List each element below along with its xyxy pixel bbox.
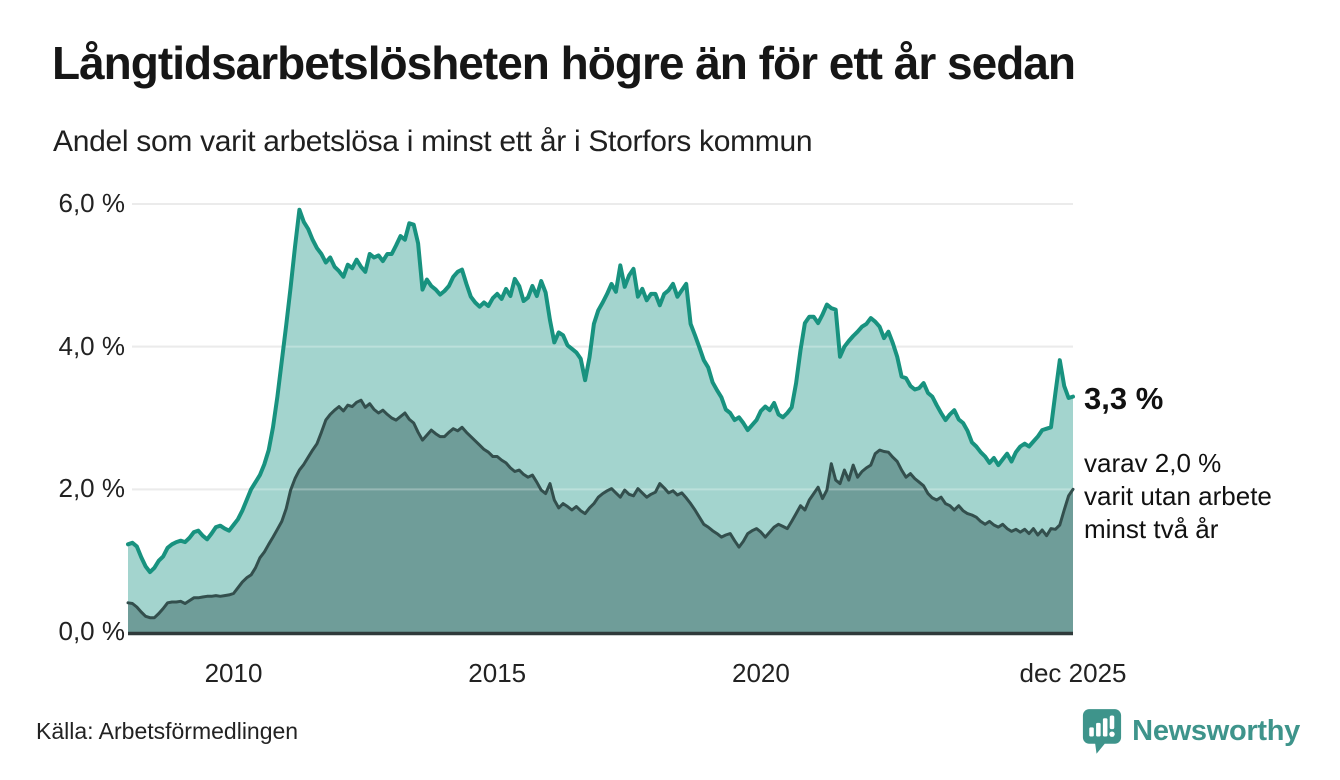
chart-lines — [126, 207, 1075, 620]
x-tick-2015: 2015 — [468, 658, 527, 688]
page-title: Långtidsarbetslösheten högre än för ett … — [52, 37, 1076, 89]
page-subtitle: Andel som varit arbetslösa i minst ett å… — [53, 125, 813, 158]
y-tick-0: 0,0 % — [58, 616, 126, 646]
brand-name: Newsworthy — [1132, 714, 1300, 747]
latest-total-value-label: 3,3 % — [1084, 381, 1164, 416]
subset-note-line-2: varit utan arbete — [1084, 481, 1272, 511]
y-tick-4: 4,0 % — [58, 330, 126, 361]
newsworthy-logo: Newsworthy — [1082, 706, 1300, 756]
gridlines-overlay — [132, 203, 1073, 491]
y-tick-6: 6,0 % — [58, 188, 126, 219]
chart-areas — [128, 209, 1073, 632]
x-tick-dec-2025: dec 2025 — [1019, 658, 1127, 688]
y-tick-2: 2,0 % — [58, 473, 126, 504]
x-tick-2020: 2020 — [732, 658, 790, 688]
x-tick-2010: 2010 — [204, 658, 263, 688]
subset-note-line-3: minst två år — [1084, 514, 1219, 544]
two-year-subset-note: varav 2,0 % varit utan arbete minst två … — [1084, 447, 1272, 546]
source-credit: Källa: Arbetsförmedlingen — [36, 718, 299, 744]
subset-note-line-1: varav 2,0 % — [1084, 448, 1222, 478]
bar-chart-speech-bubble-icon — [1083, 709, 1122, 754]
